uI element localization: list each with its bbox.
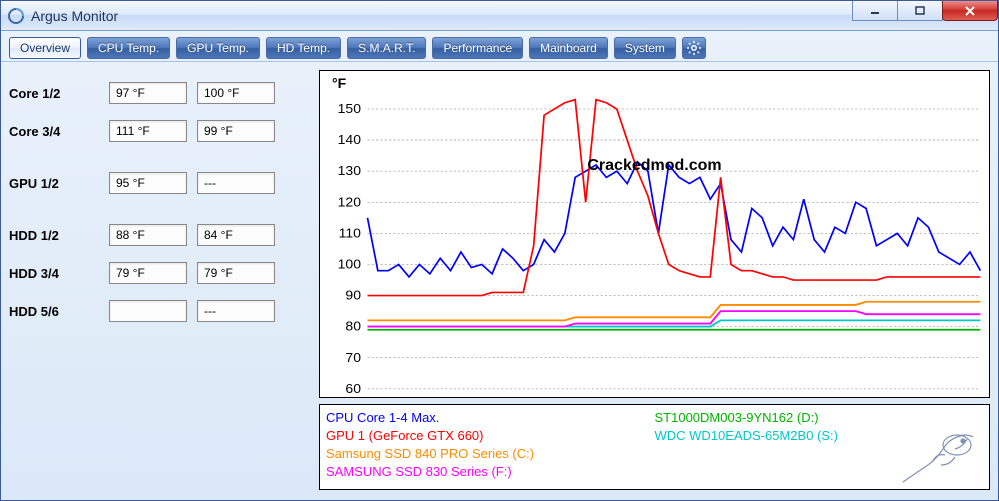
svg-text:90: 90: [345, 288, 361, 303]
chart-series-gpu: [367, 100, 980, 296]
watermark-text: Crackedmod.com: [587, 157, 721, 175]
reading-label: HDD 5/6: [9, 304, 99, 319]
legend-item: GPU 1 (GeForce GTX 660): [326, 427, 655, 445]
gecko-logo-icon: [895, 427, 985, 487]
svg-text:60: 60: [345, 381, 361, 396]
app-icon: [7, 7, 25, 25]
reading-value-b: ---: [197, 300, 275, 322]
reading-label: Core 1/2: [9, 86, 99, 101]
window-controls: [853, 1, 998, 30]
reading-value-b: ---: [197, 172, 275, 194]
svg-text:80: 80: [345, 319, 361, 334]
svg-text:120: 120: [338, 195, 362, 210]
reading-label: GPU 1/2: [9, 176, 99, 191]
tab-performance[interactable]: Performance: [432, 37, 523, 59]
reading-row-hdd-1-2: HDD 1/2 88 °F 84 °F: [9, 224, 309, 246]
tab-cpu-temp[interactable]: CPU Temp.: [87, 37, 170, 59]
maximize-button[interactable]: [897, 1, 943, 21]
chart-series-ssd-c: [367, 302, 980, 321]
reading-value-a: 97 °F: [109, 82, 187, 104]
chart-y-label: °F: [332, 75, 346, 91]
chart-series-cpu: [367, 162, 980, 277]
reading-value-a: 88 °F: [109, 224, 187, 246]
reading-row-hdd-5-6: HDD 5/6 ---: [9, 300, 309, 322]
tab-gpu-temp[interactable]: GPU Temp.: [176, 37, 260, 59]
window-title: Argus Monitor: [31, 8, 853, 24]
chart-series-ssd-f: [367, 311, 980, 326]
tab-hd-temp[interactable]: HD Temp.: [266, 37, 341, 59]
content-area: Core 1/2 97 °F 100 °F Core 3/4 111 °F 99 °F GP…: [1, 61, 998, 498]
legend-item: CPU Core 1-4 Max.: [326, 409, 655, 427]
close-button[interactable]: [942, 1, 998, 21]
legend-item: SAMSUNG SSD 830 Series (F:): [326, 463, 655, 481]
reading-value-b: 100 °F: [197, 82, 275, 104]
svg-text:110: 110: [339, 226, 362, 241]
reading-value-b: 99 °F: [197, 120, 275, 142]
reading-label: HDD 3/4: [9, 266, 99, 281]
settings-button[interactable]: [682, 37, 706, 59]
app-window: Argus Monitor Overview CPU Temp. GPU Temp.…: [0, 0, 999, 501]
temperature-chart: °F 60 70 80 90 100 110 120 130 140 150 Crackedmod…: [319, 70, 990, 398]
tab-bar: Overview CPU Temp. GPU Temp. HD Temp. S.M.A.…: [1, 31, 998, 61]
tab-mainboard[interactable]: Mainboard: [529, 37, 608, 59]
right-panel: °F 60 70 80 90 100 110 120 130 140 150 Crackedmod…: [319, 70, 990, 490]
svg-text:140: 140: [338, 132, 362, 147]
svg-text:130: 130: [338, 164, 362, 179]
legend-panel: CPU Core 1-4 Max.GPU 1 (GeForce GTX 660)…: [319, 404, 990, 490]
svg-text:150: 150: [338, 101, 362, 116]
reading-row-hdd-3-4: HDD 3/4 79 °F 79 °F: [9, 262, 309, 284]
svg-text:100: 100: [338, 257, 362, 272]
reading-row-core-3-4: Core 3/4 111 °F 99 °F: [9, 120, 309, 142]
reading-label: HDD 1/2: [9, 228, 99, 243]
reading-value-a: 95 °F: [109, 172, 187, 194]
titlebar: Argus Monitor: [1, 1, 998, 31]
tab-system[interactable]: System: [614, 37, 676, 59]
reading-value-b: 79 °F: [197, 262, 275, 284]
reading-label: Core 3/4: [9, 124, 99, 139]
legend-item: Samsung SSD 840 PRO Series (C:): [326, 445, 655, 463]
tab-s-m-a-r-t[interactable]: S.M.A.R.T.: [347, 37, 426, 59]
reading-value-b: 84 °F: [197, 224, 275, 246]
reading-row-gpu-1-2: GPU 1/2 95 °F ---: [9, 172, 309, 194]
minimize-button[interactable]: [852, 1, 898, 21]
legend-item: ST1000DM003-9YN162 (D:): [655, 409, 984, 427]
tab-overview[interactable]: Overview: [9, 37, 81, 59]
reading-value-a: 111 °F: [109, 120, 187, 142]
reading-row-core-1-2: Core 1/2 97 °F 100 °F: [9, 82, 309, 104]
svg-text:70: 70: [345, 350, 361, 365]
reading-value-a: 79 °F: [109, 262, 187, 284]
readings-panel: Core 1/2 97 °F 100 °F Core 3/4 111 °F 99 °F GP…: [9, 70, 309, 490]
reading-value-a: [109, 300, 187, 322]
